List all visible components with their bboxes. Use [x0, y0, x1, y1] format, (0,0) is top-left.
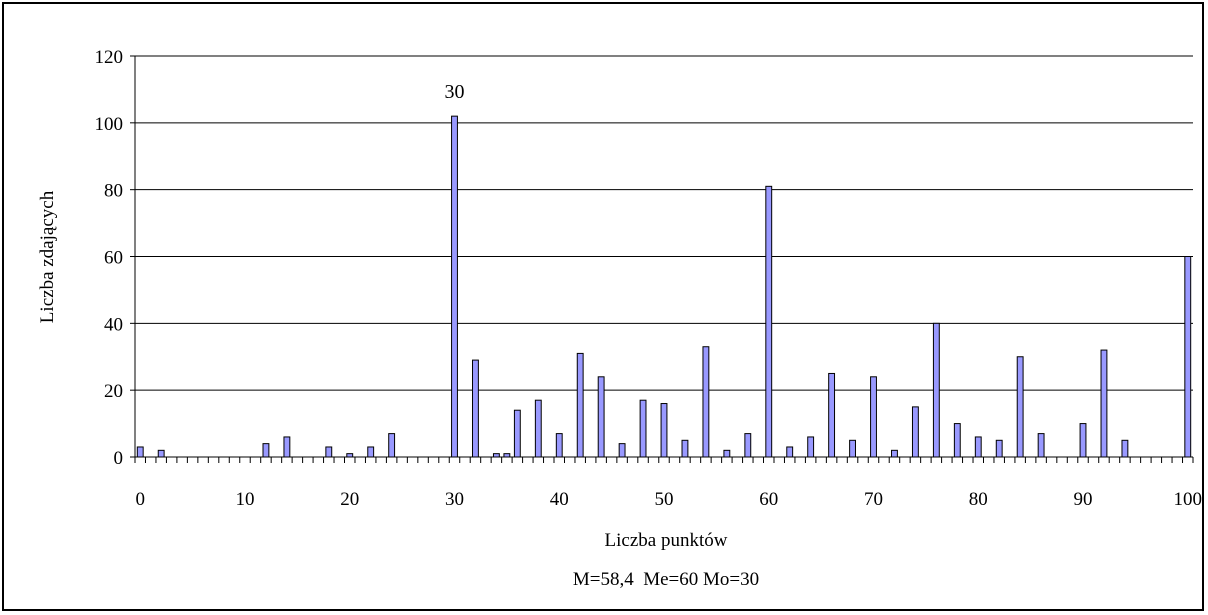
bar [503, 453, 511, 458]
bar [849, 439, 856, 458]
bars [136, 115, 1192, 458]
x-tick-labels: 0 10 20 30 40 50 60 70 80 90 100 [135, 489, 1202, 510]
bar [325, 446, 333, 458]
bar [911, 406, 919, 458]
bar [807, 436, 815, 458]
bar [1184, 256, 1192, 458]
y-tick-label: 60 [104, 248, 123, 269]
bar [765, 185, 773, 458]
peak-annotation: 30 [444, 81, 464, 103]
y-tick-label: 100 [95, 114, 124, 135]
x-tick-label: 20 [340, 489, 359, 510]
bar [492, 453, 500, 458]
x-tick-label: 10 [235, 489, 254, 510]
bar [157, 449, 165, 458]
bar [995, 439, 1003, 458]
y-tick-label: 80 [104, 181, 123, 202]
bar [660, 403, 668, 458]
x-tick-label: 0 [135, 489, 145, 510]
bar [1016, 356, 1024, 458]
bar [597, 376, 605, 458]
y-axis-title: Liczba zdających [37, 190, 58, 323]
bar [1121, 439, 1129, 458]
x-tick-label: 80 [969, 489, 988, 510]
stats-label: M=58,4 Me=60 Mo=30 [573, 569, 759, 590]
bar [388, 433, 396, 458]
bar [472, 359, 479, 458]
bar [136, 446, 144, 458]
bar [702, 346, 710, 458]
bar [744, 433, 752, 458]
x-tick-label: 40 [550, 489, 569, 510]
bar [513, 409, 521, 458]
bar [681, 439, 689, 458]
bar [576, 352, 584, 458]
x-tick-label: 60 [759, 489, 778, 510]
x-tick-label: 70 [864, 489, 883, 510]
x-tick-label: 50 [655, 489, 674, 510]
bar [870, 376, 877, 458]
bar [953, 423, 961, 458]
bar [891, 449, 898, 458]
axes [130, 55, 1194, 463]
y-tick-label: 40 [104, 314, 123, 335]
bar [534, 399, 542, 458]
y-tick-label: 20 [104, 381, 123, 402]
bar [346, 453, 354, 458]
bar [555, 433, 563, 458]
x-axis-title: Liczba punktów [605, 530, 728, 551]
bar [723, 449, 731, 458]
bar [1037, 433, 1045, 458]
x-tick-label: 90 [1074, 489, 1093, 510]
bar [1079, 423, 1087, 458]
bar [283, 436, 291, 458]
y-tick-labels: 0 20 40 60 80 100 120 [95, 47, 124, 469]
gridlines [135, 55, 1193, 391]
bar [639, 399, 647, 458]
y-tick-label: 0 [114, 448, 124, 469]
y-tick-label: 120 [95, 47, 124, 68]
bar [1100, 349, 1108, 458]
bar [262, 443, 270, 458]
bar [367, 446, 375, 458]
bar [932, 322, 940, 458]
bar [974, 436, 982, 458]
bar [451, 115, 458, 458]
x-tick-label: 30 [445, 489, 464, 510]
bar [618, 443, 626, 458]
bar [828, 372, 836, 458]
bar [786, 446, 794, 458]
x-tick-label: 100 [1174, 489, 1203, 510]
